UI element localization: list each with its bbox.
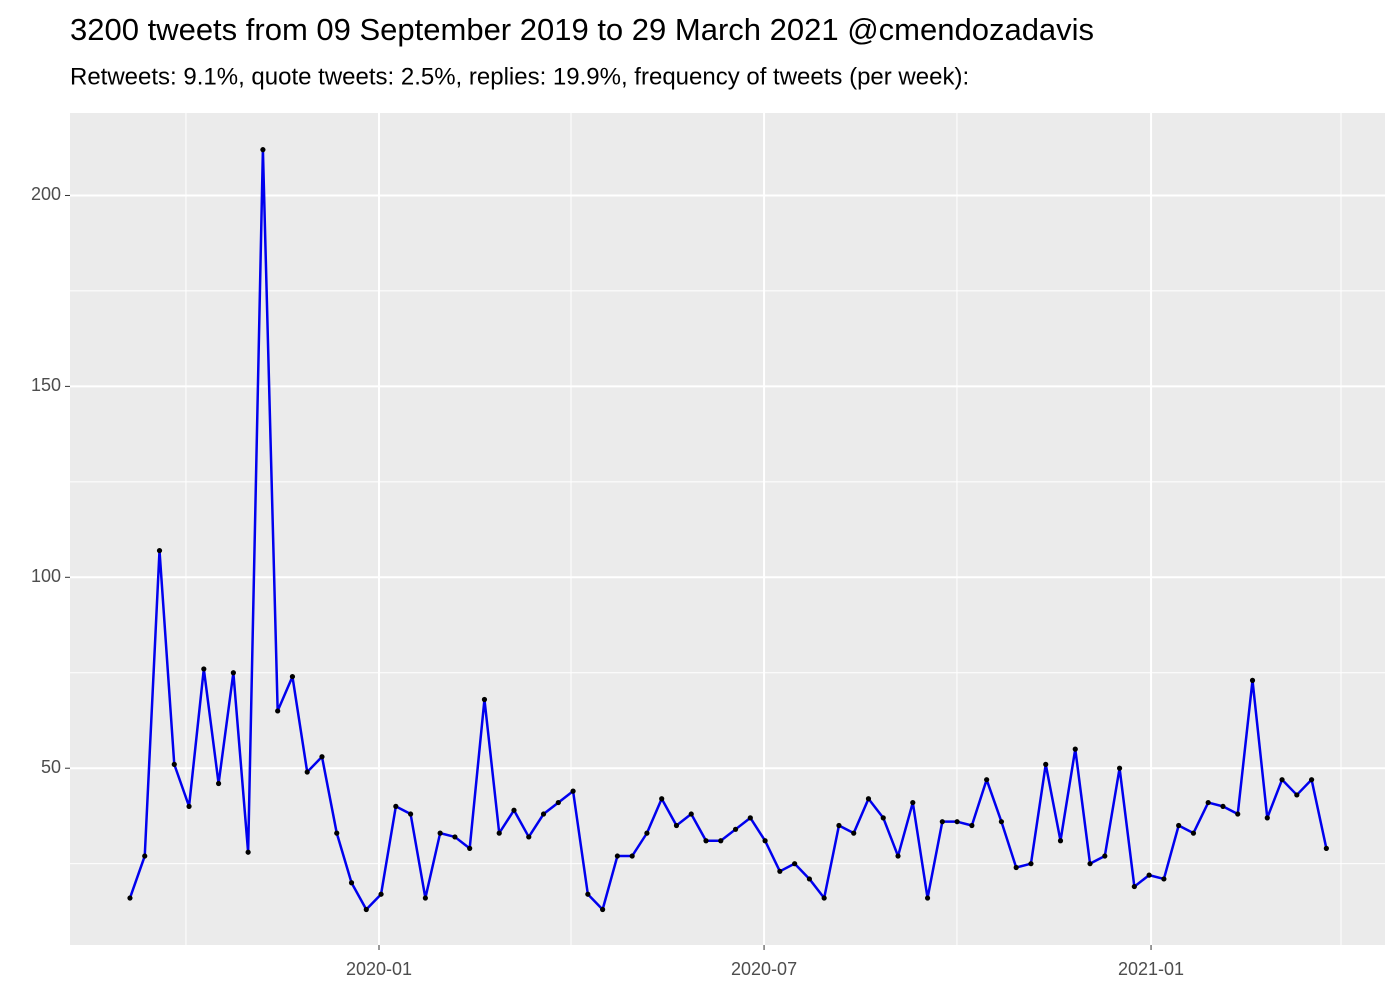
data-point [378,891,384,897]
data-point [1146,872,1152,878]
data-point [1294,792,1300,798]
data-point [201,666,207,672]
data-point [186,803,192,809]
data-point [1102,853,1108,859]
data-point [703,838,709,844]
data-point [851,830,857,836]
data-point [732,826,739,832]
data-point [806,876,813,882]
data-point [1308,777,1315,783]
data-point [467,845,473,851]
data-point [1057,838,1064,844]
data-point [1264,815,1270,821]
data-point [1205,799,1211,806]
data-point [969,822,975,829]
data-point [319,754,325,760]
data-point [1161,876,1167,882]
data-point [555,799,561,806]
data-point [865,796,872,802]
chart-title: 3200 tweets from 09 September 2019 to 29… [70,12,1094,47]
data-point [452,834,458,840]
data-point [984,777,990,783]
data-point [230,670,236,676]
chart-subtitle: Retweets: 9.1%, quote tweets: 2.5%, repl… [70,63,969,90]
y-tick-label: 100 [31,566,61,586]
data-point [659,796,665,802]
data-point [289,673,296,680]
data-point [1279,777,1285,783]
data-point [836,822,842,829]
data-point [673,822,680,829]
data-point [1249,677,1256,683]
data-point [1323,845,1329,851]
data-point [1043,761,1049,767]
data-point [880,815,886,821]
data-point [408,811,414,817]
data-point [437,830,443,836]
data-point [762,838,768,844]
data-point [910,799,916,806]
data-point [570,788,576,794]
data-point [1087,861,1093,867]
data-point [334,830,340,836]
data-point [304,769,310,775]
data-point [1235,811,1241,817]
x-tick-label: 2020-01 [346,959,412,979]
data-point [215,780,222,787]
data-point [363,906,369,913]
data-point [954,819,960,825]
x-tick-label: 2021-01 [1118,959,1184,979]
data-point [1028,861,1034,867]
data-point [629,853,635,859]
data-point [688,811,694,817]
y-tick-label: 150 [31,375,61,395]
data-point [1131,883,1137,890]
data-point [792,861,798,867]
data-point [939,819,945,825]
data-point [393,803,399,809]
data-point [998,819,1005,825]
plot-panel [70,113,1385,945]
data-point [924,895,931,901]
data-point [1116,765,1123,771]
data-point [526,834,532,840]
data-point [260,147,266,153]
data-point [1072,746,1078,752]
data-point [747,815,753,821]
data-point [540,811,547,817]
data-point [614,853,620,859]
data-point [1190,830,1197,836]
data-point [142,853,148,859]
y-tick-label: 50 [41,757,61,777]
data-point [585,891,591,897]
data-point [127,895,133,901]
data-point [511,807,517,813]
data-point [777,868,783,874]
data-point [644,830,650,836]
data-point [496,830,502,836]
data-point [422,895,428,901]
data-point [275,708,281,714]
data-point [348,880,355,886]
data-point [895,853,901,859]
data-point [821,895,827,901]
data-point [1220,803,1226,809]
data-point [1176,822,1182,829]
data-point [1013,864,1019,871]
x-tick-label: 2020-07 [731,959,797,979]
data-point [245,849,251,855]
data-point [600,906,606,913]
y-tick-label: 200 [31,184,61,204]
series-line [128,148,1328,911]
data-point [718,838,724,844]
data-point [156,547,163,554]
data-point [171,761,177,767]
data-point [481,696,488,703]
